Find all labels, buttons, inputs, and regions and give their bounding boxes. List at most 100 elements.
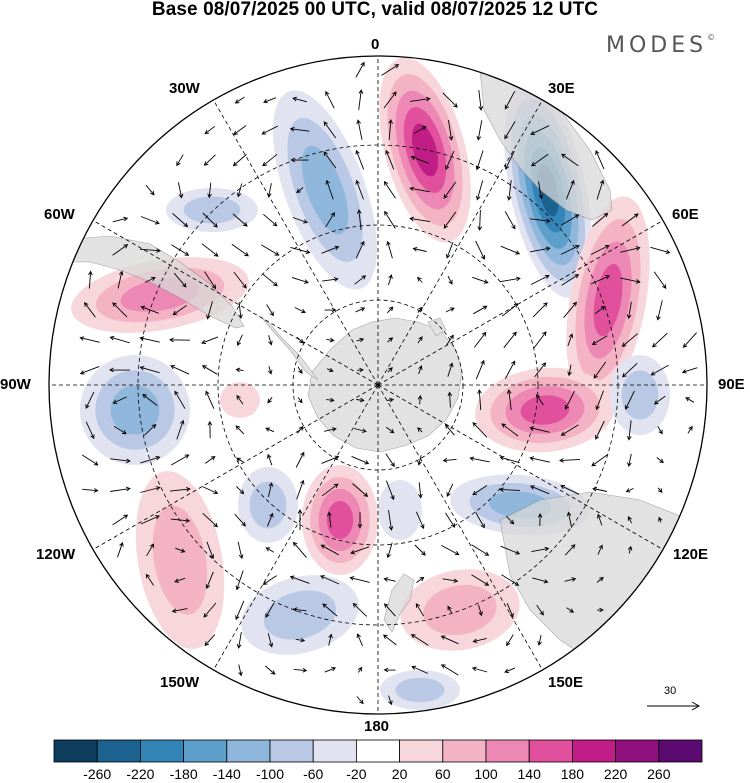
wind-vector	[110, 458, 131, 464]
wind-vector	[386, 542, 393, 559]
longitude-label-60e: 60E	[672, 206, 699, 223]
wind-vector	[326, 337, 335, 343]
wind-vector	[564, 544, 576, 556]
wind-vector	[233, 125, 247, 136]
wind-vector	[355, 307, 366, 313]
wind-vector	[172, 213, 189, 228]
negative-anomaly	[110, 385, 160, 435]
wind-vector	[292, 541, 307, 558]
wind-vector	[170, 486, 191, 492]
colorbar-tick-label: -100	[255, 766, 285, 782]
wind-vector	[475, 359, 485, 380]
wind-vector	[349, 576, 370, 583]
wind-vector	[297, 425, 304, 434]
colorbar-swatch	[572, 739, 617, 763]
wind-vector	[355, 240, 365, 259]
wind-vector	[441, 545, 460, 556]
wind-vector	[447, 605, 453, 614]
wind-vector	[325, 212, 335, 228]
wind-vector	[382, 634, 397, 646]
wind-vector	[386, 306, 394, 314]
negative-anomaly	[301, 145, 349, 235]
wind-vector	[171, 454, 190, 466]
wind-vector	[202, 212, 218, 228]
latitude-ring-60s	[217, 224, 539, 546]
wind-vector	[204, 271, 217, 290]
wind-vector	[175, 547, 186, 553]
wind-vector	[381, 64, 400, 76]
wind-vector	[265, 547, 274, 553]
wind-vector	[531, 153, 549, 167]
wind-vector	[327, 511, 332, 528]
wind-vector	[561, 153, 579, 167]
colorbar-swatch	[399, 739, 444, 763]
wind-vector	[321, 245, 340, 254]
wind-vector	[532, 577, 549, 584]
colorbar-swatch	[485, 739, 530, 763]
brand-name: MODES	[606, 33, 708, 58]
colorbar-swatch	[442, 739, 487, 763]
wind-vector	[591, 453, 609, 467]
wind-vector	[388, 274, 393, 286]
wind-vector	[529, 456, 550, 463]
wind-vector	[530, 274, 550, 285]
longitude-label-150w: 150W	[160, 674, 200, 691]
wind-vector	[500, 245, 521, 255]
wind-vector	[79, 336, 100, 343]
wind-vector	[265, 427, 275, 433]
wind-vector	[289, 575, 310, 584]
wind-vector	[475, 150, 484, 171]
wind-vector	[265, 602, 275, 618]
wind-vector	[140, 216, 160, 225]
wind-vector	[177, 182, 184, 199]
wind-vector	[592, 212, 609, 227]
wind-vector	[355, 61, 365, 78]
wind-vector	[471, 574, 490, 586]
colorbar-swatch	[355, 739, 400, 763]
wind-vector	[620, 277, 641, 284]
wind-vector	[506, 515, 515, 525]
wind-vector	[627, 515, 633, 524]
wind-vector	[681, 367, 698, 374]
brand-mark: ©	[707, 32, 716, 42]
wind-vector	[139, 365, 160, 374]
wind-vector	[112, 514, 129, 526]
anomaly-field	[71, 57, 670, 710]
wind-vector	[530, 218, 551, 224]
wind-vector	[501, 574, 520, 586]
wind-vector	[384, 210, 396, 229]
wind-vector	[477, 209, 483, 231]
wind-vector	[267, 482, 274, 498]
wind-vector	[237, 541, 244, 560]
colorbar-tick-label: 140	[517, 766, 541, 782]
wind-vector	[445, 242, 454, 259]
wind-vector	[475, 512, 485, 529]
wind-vector	[238, 664, 243, 677]
wind-vector	[322, 277, 339, 282]
wind-vector	[687, 425, 693, 434]
wind-vector	[236, 457, 244, 463]
wind-vector	[206, 541, 215, 560]
wind-vector	[236, 183, 243, 198]
wind-vector	[682, 332, 697, 349]
wind-vector	[475, 180, 484, 201]
wind-vector	[447, 275, 453, 285]
wind-vector	[169, 337, 191, 343]
wind-vector	[593, 361, 607, 379]
wind-vector	[653, 395, 666, 405]
wind-vector	[357, 666, 363, 673]
wind-vector	[506, 389, 512, 410]
wind-vector	[471, 666, 488, 673]
wind-vector	[388, 695, 393, 706]
wind-vector	[204, 634, 216, 647]
wind-vector	[356, 337, 365, 343]
wind-vector	[566, 511, 573, 528]
wind-vector	[236, 485, 245, 495]
wind-vector	[536, 604, 544, 616]
wind-vector	[536, 394, 544, 406]
wind-vector	[354, 275, 367, 285]
wind-vector	[297, 366, 303, 375]
wind-vector	[564, 577, 577, 582]
wind-vector	[685, 397, 695, 403]
wind-vector	[417, 336, 423, 344]
